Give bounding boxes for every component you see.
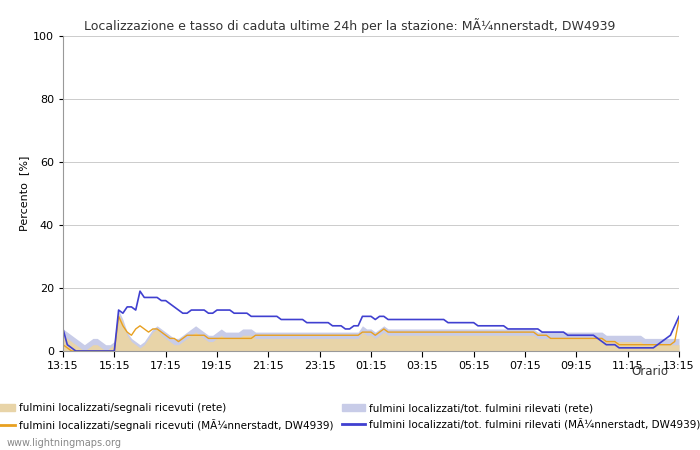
Text: Orario: Orario <box>631 365 668 378</box>
Text: Localizzazione e tasso di caduta ultime 24h per la stazione: MÃ¼nnerstadt, DW493: Localizzazione e tasso di caduta ultime … <box>84 18 616 33</box>
Text: www.lightningmaps.org: www.lightningmaps.org <box>7 438 122 448</box>
Legend: fulmini localizzati/segnali ricevuti (rete), fulmini localizzati/segnali ricevut: fulmini localizzati/segnali ricevuti (re… <box>0 404 700 431</box>
Y-axis label: Percento  [%]: Percento [%] <box>19 156 29 231</box>
